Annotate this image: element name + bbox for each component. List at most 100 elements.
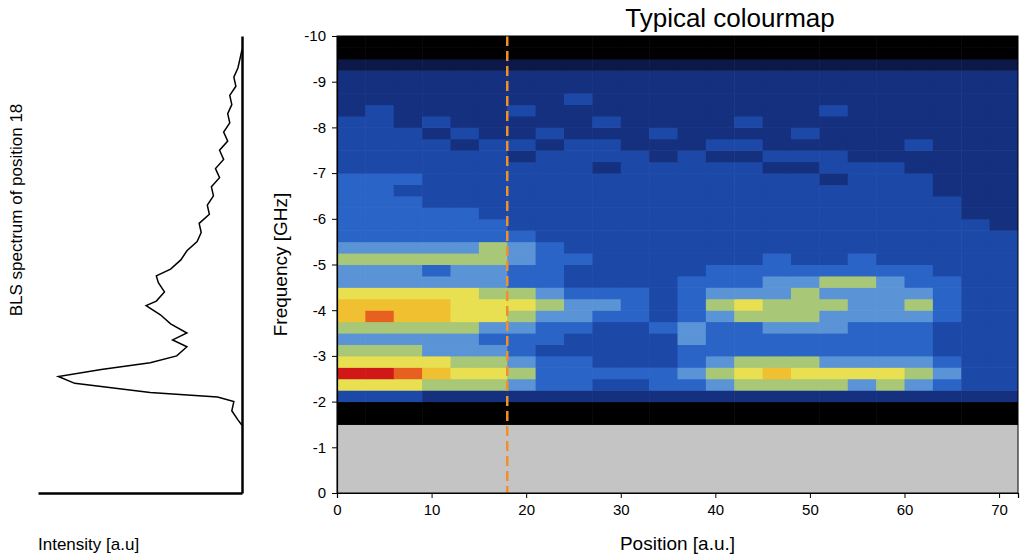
heatmap-cell bbox=[394, 59, 423, 71]
heatmap-cell bbox=[536, 413, 565, 425]
heatmap-cell bbox=[592, 105, 621, 117]
heatmap-cell bbox=[933, 230, 962, 242]
tick: 0 bbox=[333, 493, 341, 518]
heatmap-cell bbox=[564, 70, 593, 82]
heatmap-cell bbox=[451, 390, 480, 402]
heatmap-cell bbox=[876, 127, 905, 139]
heatmap-cell bbox=[536, 105, 565, 117]
heatmap-cell bbox=[621, 322, 650, 334]
heatmap-cell bbox=[876, 59, 905, 71]
heatmap-cell bbox=[848, 70, 877, 82]
heatmap-cell bbox=[819, 196, 848, 208]
heatmap-cell bbox=[422, 310, 451, 322]
heatmap-cell bbox=[706, 93, 735, 105]
heatmap-cell bbox=[649, 367, 678, 379]
heatmap-cell bbox=[422, 219, 451, 231]
heatmap-cell bbox=[905, 402, 934, 414]
heatmap-cell bbox=[791, 413, 820, 425]
heatmap-cell bbox=[621, 162, 650, 174]
heatmap-cell bbox=[649, 219, 678, 231]
heatmap-cell bbox=[734, 242, 763, 254]
heatmap-cell bbox=[422, 116, 451, 128]
tick: -2 bbox=[313, 393, 337, 410]
heatmap-cell bbox=[706, 356, 735, 368]
heatmap-cell bbox=[422, 367, 451, 379]
heatmap-cell bbox=[819, 413, 848, 425]
heatmap-cell bbox=[621, 253, 650, 265]
heatmap-cell bbox=[734, 162, 763, 174]
heatmap-cell bbox=[990, 265, 1018, 277]
heatmap-cell bbox=[337, 93, 366, 105]
heatmap-cell bbox=[876, 219, 905, 231]
spectrum-y-title: BLS spectrum of position 18 bbox=[7, 104, 26, 317]
heatmap-cell bbox=[933, 219, 962, 231]
heatmap-cell bbox=[819, 36, 848, 48]
heatmap-cell bbox=[734, 230, 763, 242]
heatmap-cell bbox=[592, 185, 621, 197]
heatmap-cell bbox=[621, 196, 650, 208]
heatmap-cell bbox=[933, 116, 962, 128]
heatmap-cell bbox=[763, 413, 792, 425]
heatmap-cell bbox=[791, 36, 820, 48]
heatmap-cell bbox=[678, 185, 707, 197]
tick-mark bbox=[332, 82, 337, 83]
heatmap-cell bbox=[422, 299, 451, 311]
heatmap-cell bbox=[876, 310, 905, 322]
heatmap-cell bbox=[990, 367, 1018, 379]
heatmap-cells bbox=[337, 36, 1018, 425]
heatmap-cell bbox=[451, 196, 480, 208]
heatmap-cell bbox=[848, 299, 877, 311]
heatmap-cell bbox=[876, 207, 905, 219]
heatmap-cell bbox=[876, 173, 905, 185]
heatmap-cell bbox=[394, 322, 423, 334]
axis-line bbox=[39, 492, 243, 495]
tick-label: 0 bbox=[333, 501, 341, 518]
heatmap-cell bbox=[621, 47, 650, 59]
tick: 60 bbox=[897, 493, 914, 518]
heatmap-cell bbox=[848, 127, 877, 139]
heatmap-cell bbox=[479, 173, 508, 185]
heatmap-cell bbox=[451, 219, 480, 231]
heatmap-cell bbox=[763, 150, 792, 162]
heatmap-cell bbox=[422, 379, 451, 391]
heatmap-cell bbox=[990, 196, 1018, 208]
heatmap-cell bbox=[337, 402, 366, 414]
heatmap-cell bbox=[365, 310, 394, 322]
heatmap-cell bbox=[905, 116, 934, 128]
heatmap-cell bbox=[876, 93, 905, 105]
heatmap-cell bbox=[819, 310, 848, 322]
heatmap-cell bbox=[791, 333, 820, 345]
heatmap-cell bbox=[422, 413, 451, 425]
heatmap-cell bbox=[394, 207, 423, 219]
heatmap-cell bbox=[337, 253, 366, 265]
heatmap-cell bbox=[876, 185, 905, 197]
heatmap-cell bbox=[621, 299, 650, 311]
heatmap-cell bbox=[337, 344, 366, 356]
heatmap-cell bbox=[933, 70, 962, 82]
heatmap-cell bbox=[990, 127, 1018, 139]
heatmap-cell bbox=[394, 173, 423, 185]
heatmap-cell bbox=[507, 242, 536, 254]
x-axis-title: Position [a.u.] bbox=[620, 533, 735, 554]
heatmap-cell bbox=[621, 82, 650, 94]
heatmap-cell bbox=[649, 150, 678, 162]
spectrum-x-axis bbox=[39, 493, 243, 494]
heatmap-cell bbox=[706, 310, 735, 322]
heatmap-cell bbox=[365, 139, 394, 151]
heatmap-cell bbox=[678, 82, 707, 94]
heatmap-cell bbox=[649, 287, 678, 299]
heatmap-cell bbox=[592, 173, 621, 185]
tick-label: -9 bbox=[313, 73, 326, 90]
heatmap-cell bbox=[791, 322, 820, 334]
heatmap-cell bbox=[961, 59, 990, 71]
heatmap-cell bbox=[394, 265, 423, 277]
heatmap-cell bbox=[933, 93, 962, 105]
heatmap-cell bbox=[706, 82, 735, 94]
heatmap-cell bbox=[791, 253, 820, 265]
heatmap-cell bbox=[649, 253, 678, 265]
heatmap-cell bbox=[479, 253, 508, 265]
heatmap-cell bbox=[876, 47, 905, 59]
heatmap-cell bbox=[564, 116, 593, 128]
heatmap-cell bbox=[961, 93, 990, 105]
heatmap-cell bbox=[649, 93, 678, 105]
